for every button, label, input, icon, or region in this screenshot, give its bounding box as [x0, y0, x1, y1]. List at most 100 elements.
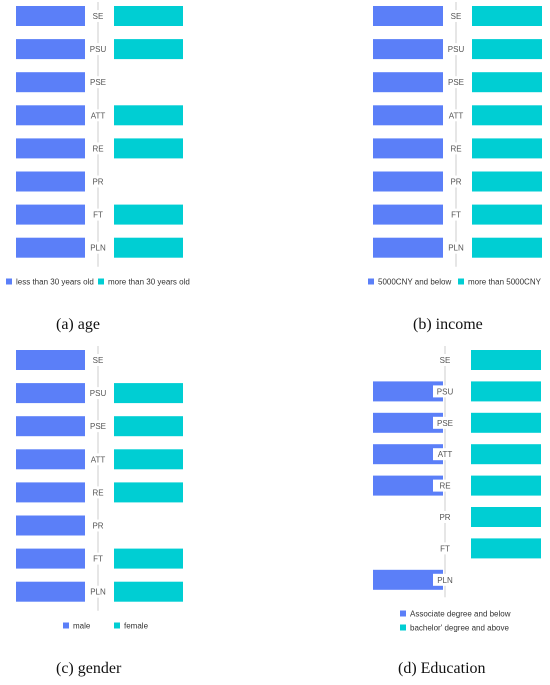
category-label-pr: PR [450, 178, 461, 187]
bar-more-than-5000cny-re [472, 138, 542, 159]
bar-more-than-5000cny-se [472, 6, 542, 26]
bar-male-ft [16, 548, 85, 569]
legend-swatch-right[interactable] [400, 624, 406, 631]
legend-swatch-left[interactable] [63, 622, 69, 629]
bar-male-att [16, 449, 85, 470]
legend-swatch-left[interactable] [6, 278, 12, 285]
category-label-pse: PSE [448, 78, 464, 87]
bar-5000cny-and-below-pln [373, 237, 443, 258]
bar-more-than-30-years-old-psu [114, 39, 183, 60]
bar-more-than-30-years-old-att [114, 105, 183, 126]
category-label-re: RE [92, 144, 103, 153]
category-label-bg [86, 486, 110, 499]
legend-label-left[interactable]: 5000CNY and below [378, 278, 451, 287]
bar-female-re [114, 482, 183, 503]
bar-5000cny-and-below-att [373, 105, 443, 126]
bar-female-psu [114, 383, 183, 404]
bar-female-pln [114, 581, 183, 602]
panel-income: SE PSU PSE ATT RE PR FT PLN 5000CNY and below mor… [275, 0, 550, 300]
category-label-ft: FT [440, 544, 450, 553]
bar-female-pse [114, 416, 183, 437]
category-label-re: RE [92, 488, 103, 497]
category-label-bg [86, 354, 110, 366]
bar-male-se [16, 350, 85, 370]
category-label-psu: PSU [90, 389, 107, 398]
category-label-re: RE [450, 144, 461, 153]
bar-less-than-30-years-old-pr [16, 171, 85, 192]
bar-associate-degree-and-below-att [373, 444, 443, 465]
category-label-bg [444, 76, 468, 89]
chart-income: SE PSU PSE ATT RE PR FT PLN 5000CNY and below mor… [368, 2, 542, 287]
bar-more-than-5000cny-ft [472, 204, 542, 225]
category-label-bg [86, 387, 110, 400]
chart-age: SE PSU PSE ATT RE PR FT PLN less than 30 years o… [6, 2, 190, 287]
legend-label-right[interactable]: bachelor' degree and above [410, 624, 509, 633]
bar-bachelor-degree-and-above-att [471, 444, 541, 465]
bar-less-than-30-years-old-att [16, 105, 85, 126]
bar-male-pr [16, 515, 85, 536]
bar-bachelor-degree-and-above-se [471, 350, 541, 370]
category-label-bg [433, 511, 457, 523]
category-label-pse: PSE [90, 78, 106, 87]
bar-5000cny-and-below-ft [373, 204, 443, 225]
legend-label-left[interactable]: Associate degree and below [410, 610, 511, 619]
bar-more-than-5000cny-att [472, 105, 542, 126]
category-label-pr: PR [92, 522, 103, 531]
chart-gender: SE PSU PSE ATT RE PR FT PLN male female [16, 346, 183, 631]
bar-female-ft [114, 548, 183, 569]
category-label-re: RE [439, 482, 450, 491]
bar-male-psu [16, 383, 85, 404]
bar-associate-degree-and-below-psu [373, 381, 443, 402]
bar-less-than-30-years-old-psu [16, 39, 85, 60]
category-label-bg [86, 10, 110, 22]
category-label-ft: FT [451, 211, 461, 220]
bar-more-than-5000cny-pln [472, 237, 542, 258]
category-label-att: ATT [91, 455, 106, 464]
category-label-bg [433, 354, 457, 366]
category-label-ft: FT [93, 211, 103, 220]
bar-5000cny-and-below-pse [373, 72, 443, 93]
category-label-bg [433, 479, 457, 492]
category-label-bg [86, 241, 110, 254]
bar-less-than-30-years-old-re [16, 138, 85, 159]
category-label-bg [433, 416, 457, 429]
category-label-bg [86, 453, 110, 466]
legend-swatch-right[interactable] [458, 278, 464, 285]
legend-swatch-left[interactable] [400, 610, 406, 617]
legend-label-right[interactable]: more than 5000CNY [468, 278, 542, 287]
category-label-bg [86, 208, 110, 221]
bar-male-re [16, 482, 85, 503]
bar-less-than-30-years-old-ft [16, 204, 85, 225]
legend-label-left[interactable]: less than 30 years old [16, 278, 94, 287]
category-label-bg [86, 76, 110, 89]
category-label-bg [433, 573, 457, 586]
legend-label-left[interactable]: male [73, 622, 91, 631]
caption-education: (d) Education [398, 660, 486, 677]
bar-less-than-30-years-old-pse [16, 72, 85, 93]
panel-gender: SE PSU PSE ATT RE PR FT PLN male female [0, 344, 275, 644]
bar-bachelor-degree-and-above-re [471, 475, 541, 496]
bar-less-than-30-years-old-pln [16, 237, 85, 258]
category-label-bg [86, 420, 110, 433]
bar-associate-degree-and-below-re [373, 475, 443, 496]
bar-bachelor-degree-and-above-pr [471, 507, 541, 527]
category-label-pln: PLN [90, 588, 106, 597]
legend-swatch-right[interactable] [98, 278, 104, 285]
panel-education: SE PSU PSE ATT RE PR FT PLN Associate degree and… [275, 344, 550, 644]
category-label-ft: FT [93, 555, 103, 564]
category-label-pln: PLN [437, 576, 453, 585]
bar-male-pse [16, 416, 85, 437]
bar-associate-degree-and-below-pse [373, 412, 443, 433]
legend-label-right[interactable]: female [124, 622, 149, 631]
category-label-bg [444, 109, 468, 122]
legend-swatch-left[interactable] [368, 278, 374, 285]
category-label-se: SE [93, 12, 104, 21]
legend-swatch-right[interactable] [114, 622, 120, 629]
category-label-bg [433, 385, 457, 398]
legend-label-right[interactable]: more than 30 years old [108, 278, 190, 287]
panel-age: SE PSU PSE ATT RE PR FT PLN less than 30 years o… [0, 0, 275, 300]
caption-income: (b) income [413, 316, 483, 333]
bar-5000cny-and-below-psu [373, 39, 443, 60]
bar-5000cny-and-below-pr [373, 171, 443, 192]
category-label-bg [444, 10, 468, 22]
